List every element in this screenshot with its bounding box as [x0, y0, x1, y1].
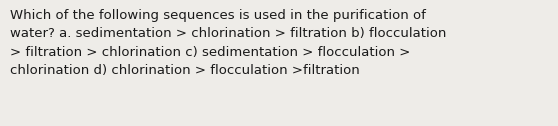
Text: Which of the following sequences is used in the purification of
water? a. sedime: Which of the following sequences is used…: [10, 9, 446, 77]
